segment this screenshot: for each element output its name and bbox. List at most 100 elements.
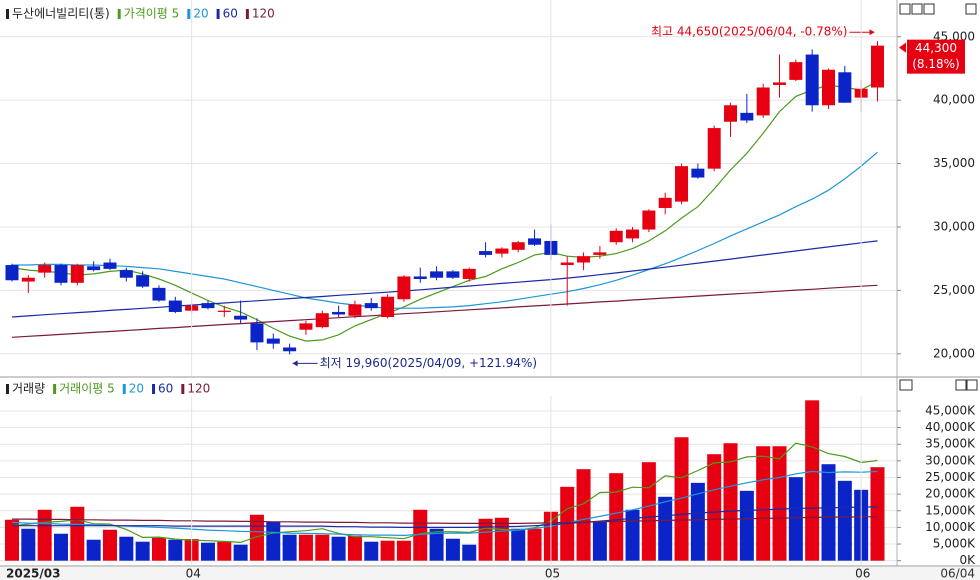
legend-swatch xyxy=(117,9,121,19)
volume-bar xyxy=(364,541,379,561)
volume-bar xyxy=(37,509,52,561)
candle-body xyxy=(707,128,721,169)
candle-body xyxy=(397,276,411,300)
y-tick-label: 20,000K xyxy=(925,487,976,501)
icon-button[interactable] xyxy=(965,3,977,15)
volume-bar xyxy=(168,539,183,561)
legend-label: 120 xyxy=(187,382,210,396)
volume-bar xyxy=(625,509,640,561)
candle-body xyxy=(364,303,378,309)
y-tick-label: 25,000K xyxy=(925,470,976,484)
volume-bar xyxy=(494,517,509,561)
icon-button[interactable] xyxy=(899,3,911,15)
volume-bar xyxy=(690,482,705,561)
volume-bar xyxy=(641,462,656,561)
volume-bar xyxy=(298,534,313,561)
candle-body xyxy=(299,323,313,330)
legend-label: 거래량 xyxy=(12,382,45,396)
y-tick-label: 0K xyxy=(959,553,976,567)
volume-bar xyxy=(723,443,738,561)
legend-swatch xyxy=(6,384,9,394)
icon-button[interactable] xyxy=(966,379,978,391)
icon-button[interactable] xyxy=(899,379,913,391)
candle-body xyxy=(658,197,672,208)
candle-body xyxy=(54,265,68,283)
x-tick-label: 04 xyxy=(186,567,201,580)
candle-body xyxy=(283,347,297,352)
candle-body xyxy=(136,275,150,287)
candle-body xyxy=(691,168,705,178)
legend-label: 거래이평 5 xyxy=(59,382,115,396)
moving-average-line xyxy=(12,506,878,528)
volume-bar xyxy=(21,528,36,561)
volume-bar xyxy=(217,541,232,561)
x-tick-label: 06 xyxy=(855,567,870,580)
candle-body xyxy=(642,210,656,230)
volume-bar xyxy=(331,536,346,561)
volume-bar xyxy=(462,544,477,561)
legend-label: 20 xyxy=(129,382,144,396)
icon-button[interactable] xyxy=(911,3,923,15)
candle-body xyxy=(217,310,231,312)
volume-bar xyxy=(511,528,526,561)
volume-bar xyxy=(315,534,330,561)
candle-body xyxy=(626,229,640,239)
legend-swatch xyxy=(152,384,156,394)
volume-bar xyxy=(380,540,395,561)
candle-body xyxy=(593,252,607,255)
volume-bar xyxy=(527,528,542,561)
volume-controls[interactable] xyxy=(899,379,978,391)
volume-bar xyxy=(870,467,885,561)
candle-body xyxy=(119,270,133,278)
legend-swatch xyxy=(122,384,126,394)
volume-bar xyxy=(478,518,493,561)
y-tick-label: 45,000K xyxy=(925,403,976,417)
candle-body xyxy=(479,251,493,255)
candle-body xyxy=(103,262,117,269)
volume-bar xyxy=(837,480,852,561)
legend-label: 두산에너빌리티(통) xyxy=(12,7,110,21)
candle-body xyxy=(822,69,835,106)
volume-bar xyxy=(86,539,101,561)
volume-bar xyxy=(70,506,85,561)
moving-average-line xyxy=(11,284,878,338)
volume-bar xyxy=(707,454,722,561)
y-tick-label: 15,000K xyxy=(925,503,976,517)
legend-swatch xyxy=(181,384,185,394)
volume-bar xyxy=(266,521,281,561)
legend-label: 20 xyxy=(193,7,208,21)
moving-average-line xyxy=(11,442,878,544)
candle-body xyxy=(348,304,362,316)
legend-label: 60 xyxy=(223,7,238,21)
volume-bar xyxy=(282,534,297,561)
last-price-marker xyxy=(899,42,906,53)
y-tick-label: 20,000 xyxy=(933,346,975,360)
high-annotation: 최고 44,650(2025/06/04, -0.78%) xyxy=(651,25,848,39)
legend-label: 120 xyxy=(252,7,275,21)
y-tick-label: 30,000 xyxy=(933,219,975,233)
y-tick-label: 35,000 xyxy=(933,156,975,170)
volume-bar xyxy=(396,540,411,561)
legend-label: 가격이평 5 xyxy=(124,7,180,21)
icon-button[interactable] xyxy=(955,379,967,391)
volume-bar xyxy=(805,400,820,561)
moving-average-line xyxy=(11,470,878,537)
candle-body xyxy=(201,303,215,309)
candle-body xyxy=(609,230,623,243)
volume-bar xyxy=(788,477,803,561)
y-tick-label: 10,000K xyxy=(925,520,976,534)
legend-swatch xyxy=(216,9,220,19)
y-tick-label: 40,000K xyxy=(925,420,976,434)
candle-body xyxy=(234,315,248,320)
icon-button[interactable] xyxy=(923,3,935,15)
x-tick-label: 2025/03 xyxy=(6,567,60,580)
candle-body xyxy=(805,54,819,106)
volume-bar xyxy=(5,519,19,561)
candle-body xyxy=(413,276,427,279)
cursor-date: 06/04 xyxy=(940,567,975,580)
candle-body xyxy=(250,323,264,343)
candle-body xyxy=(446,271,460,278)
candle-body xyxy=(38,265,52,273)
price-controls[interactable] xyxy=(899,3,977,15)
